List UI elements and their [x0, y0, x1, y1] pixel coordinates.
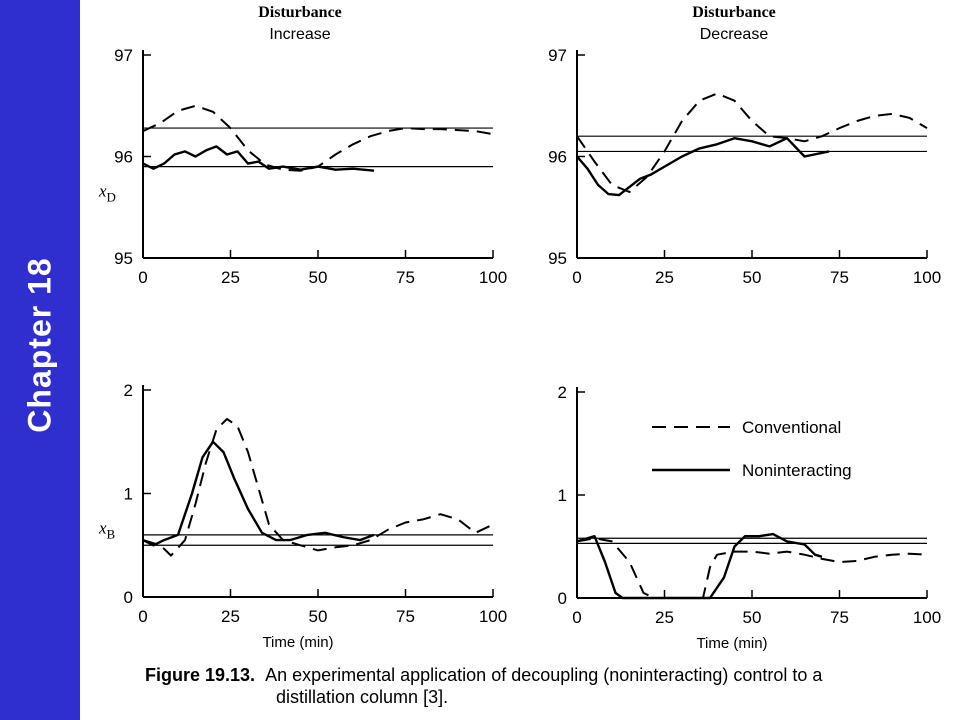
- y-axis-label-subscript: D: [107, 190, 116, 205]
- x-tick-label: 75: [396, 607, 415, 626]
- chapter-label: Chapter 18: [21, 257, 58, 433]
- x-tick-label: 100: [913, 608, 941, 627]
- noninteracting-series-line: [142, 440, 375, 547]
- x-tick-label: 100: [479, 607, 507, 626]
- conventional-series-line: [142, 104, 494, 172]
- legend-conventional-label: Conventional: [742, 418, 841, 437]
- noninteracting-series-line: [576, 136, 830, 197]
- y-tick-label: 2: [124, 381, 133, 400]
- y-tick-label: 97: [548, 46, 567, 65]
- y-tick-label: 96: [548, 148, 567, 167]
- figure-caption: Figure 19.13. An experimental application…: [145, 664, 945, 708]
- x-tick-label: 100: [479, 268, 507, 287]
- x-tick-label: 0: [138, 607, 147, 626]
- chart-panel-3: 0 25 50 75 100 0 1 2 xB Time (min): [98, 381, 507, 651]
- y-tick-label: 1: [124, 485, 133, 504]
- chart-panel-1: 0 25 50 75 100 95 96 97 Disturbance Increase xD: [98, 4, 507, 287]
- caption-line-1: An experimental application of decouplin…: [265, 665, 823, 685]
- conventional-series-line: [576, 92, 928, 193]
- x-axis-label: Time (min): [696, 635, 767, 652]
- y-tick-label: 95: [548, 249, 567, 268]
- y-tick-label: 2: [558, 383, 567, 402]
- y-tick-label: 1: [558, 486, 567, 505]
- noninteracting-series-line: [142, 145, 375, 172]
- figure-number: Figure 19.13.: [145, 665, 256, 685]
- x-tick-label: 50: [743, 268, 762, 287]
- x-tick-label: 75: [396, 268, 415, 287]
- panel-subtitle: Increase: [269, 26, 330, 43]
- x-tick-label: 75: [830, 268, 849, 287]
- x-tick-label: 25: [221, 607, 240, 626]
- chapter-sidebar: Chapter 18: [0, 0, 80, 720]
- x-tick-label: 50: [309, 268, 328, 287]
- x-tick-label: 50: [743, 608, 762, 627]
- x-tick-label: 100: [913, 268, 941, 287]
- y-tick-label: 96: [114, 148, 133, 167]
- y-axis-label: xB: [98, 519, 116, 542]
- x-tick-label: 0: [572, 268, 581, 287]
- y-axis-label: xD: [98, 182, 116, 205]
- chart-panel-2: 0 25 50 75 100 95 96 97 Disturbance Decrease: [548, 4, 941, 287]
- chart-legend: Conventional Noninteracting: [652, 418, 852, 480]
- x-tick-label: 25: [655, 268, 674, 287]
- noninteracting-series-line: [576, 532, 823, 600]
- chart-panel-4: 0 25 50 75 100 0 1 2 Time (min): [558, 383, 942, 652]
- y-tick-label: 0: [558, 589, 567, 608]
- x-axis-label: Time (min): [262, 634, 333, 651]
- y-tick-label: 97: [114, 46, 133, 65]
- x-tick-label: 0: [138, 268, 147, 287]
- panel-title: Disturbance: [258, 4, 342, 21]
- x-tick-label: 25: [655, 608, 674, 627]
- x-tick-label: 0: [572, 608, 581, 627]
- caption-line-2: distillation column [3].: [276, 687, 449, 707]
- y-tick-label: 0: [124, 588, 133, 607]
- panel-title: Disturbance: [692, 4, 776, 21]
- y-axis-label-subscript: B: [107, 527, 116, 542]
- panel-subtitle: Decrease: [700, 26, 769, 43]
- x-tick-label: 75: [830, 608, 849, 627]
- conventional-series-line: [576, 537, 928, 599]
- y-tick-label: 95: [114, 249, 133, 268]
- legend-noninteracting-label: Noninteracting: [742, 461, 852, 480]
- x-tick-label: 25: [221, 268, 240, 287]
- x-tick-label: 50: [309, 607, 328, 626]
